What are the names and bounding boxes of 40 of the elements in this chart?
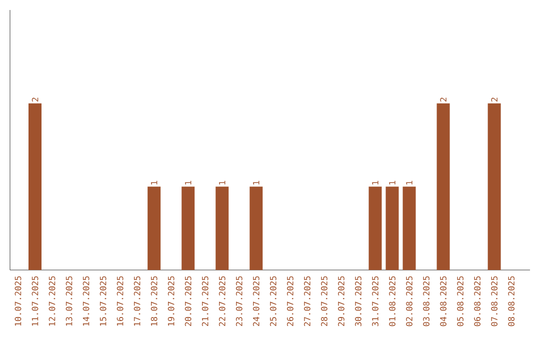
x-tick-label: 06.08.2025 [474, 276, 480, 326]
x-tick-label: 02.08.2025 [406, 276, 412, 326]
x-tick-label: 13.07.2025 [66, 276, 72, 326]
x-tick-label: 17.07.2025 [134, 276, 140, 326]
x-tick-label: 30.07.2025 [355, 276, 362, 326]
data-label: 1 [151, 180, 158, 184]
x-tick-label: 22.07.2025 [218, 276, 226, 326]
x-tick-label: 03.08.2025 [423, 276, 430, 326]
x-tick-label: 20.07.2025 [184, 276, 192, 326]
x-tick-label: 12.07.2025 [48, 276, 56, 326]
data-label: 1 [219, 180, 226, 184]
data-label: 1 [253, 180, 260, 184]
x-tick-label: 15.07.2025 [100, 276, 106, 326]
x-tick-label: 11.07.2025 [32, 276, 38, 326]
x-tick-label: 29.07.2025 [338, 276, 344, 326]
x-tick-label: 05.08.2025 [457, 276, 464, 326]
x-tick-label: 26.07.2025 [286, 276, 294, 326]
data-label: 1 [389, 180, 396, 184]
data-label: 1 [372, 180, 378, 184]
x-tick-label: 14.07.2025 [82, 276, 90, 326]
x-tick-label: 28.07.2025 [320, 276, 328, 326]
x-tick-label: 23.07.2025 [236, 276, 242, 326]
x-tick-label: 25.07.2025 [270, 276, 276, 326]
data-label: 2 [32, 98, 38, 102]
x-tick-label: 16.07.2025 [116, 276, 124, 326]
x-tick-label: 08.08.2025 [508, 276, 515, 326]
x-tick-label: 24.07.2025 [252, 276, 260, 326]
data-label: 1 [406, 180, 412, 184]
x-tick-label: 10.07.2025 [14, 276, 22, 326]
x-tick-label: 18.07.2025 [150, 276, 158, 326]
x-tick-label: 04.08.2025 [440, 276, 446, 326]
x-tick-label: 07.08.2025 [491, 276, 498, 326]
x-tick-label: 31.07.2025 [372, 276, 378, 326]
x-tick-label: 01.08.2025 [389, 276, 396, 326]
data-label: 1 [185, 180, 192, 184]
data-label: 2 [491, 98, 498, 102]
x-tick-label: 21.07.2025 [202, 276, 208, 326]
x-tick-label: 27.07.2025 [304, 276, 310, 326]
x-tick-label: 19.07.2025 [168, 276, 174, 326]
data-label: 2 [440, 98, 446, 102]
